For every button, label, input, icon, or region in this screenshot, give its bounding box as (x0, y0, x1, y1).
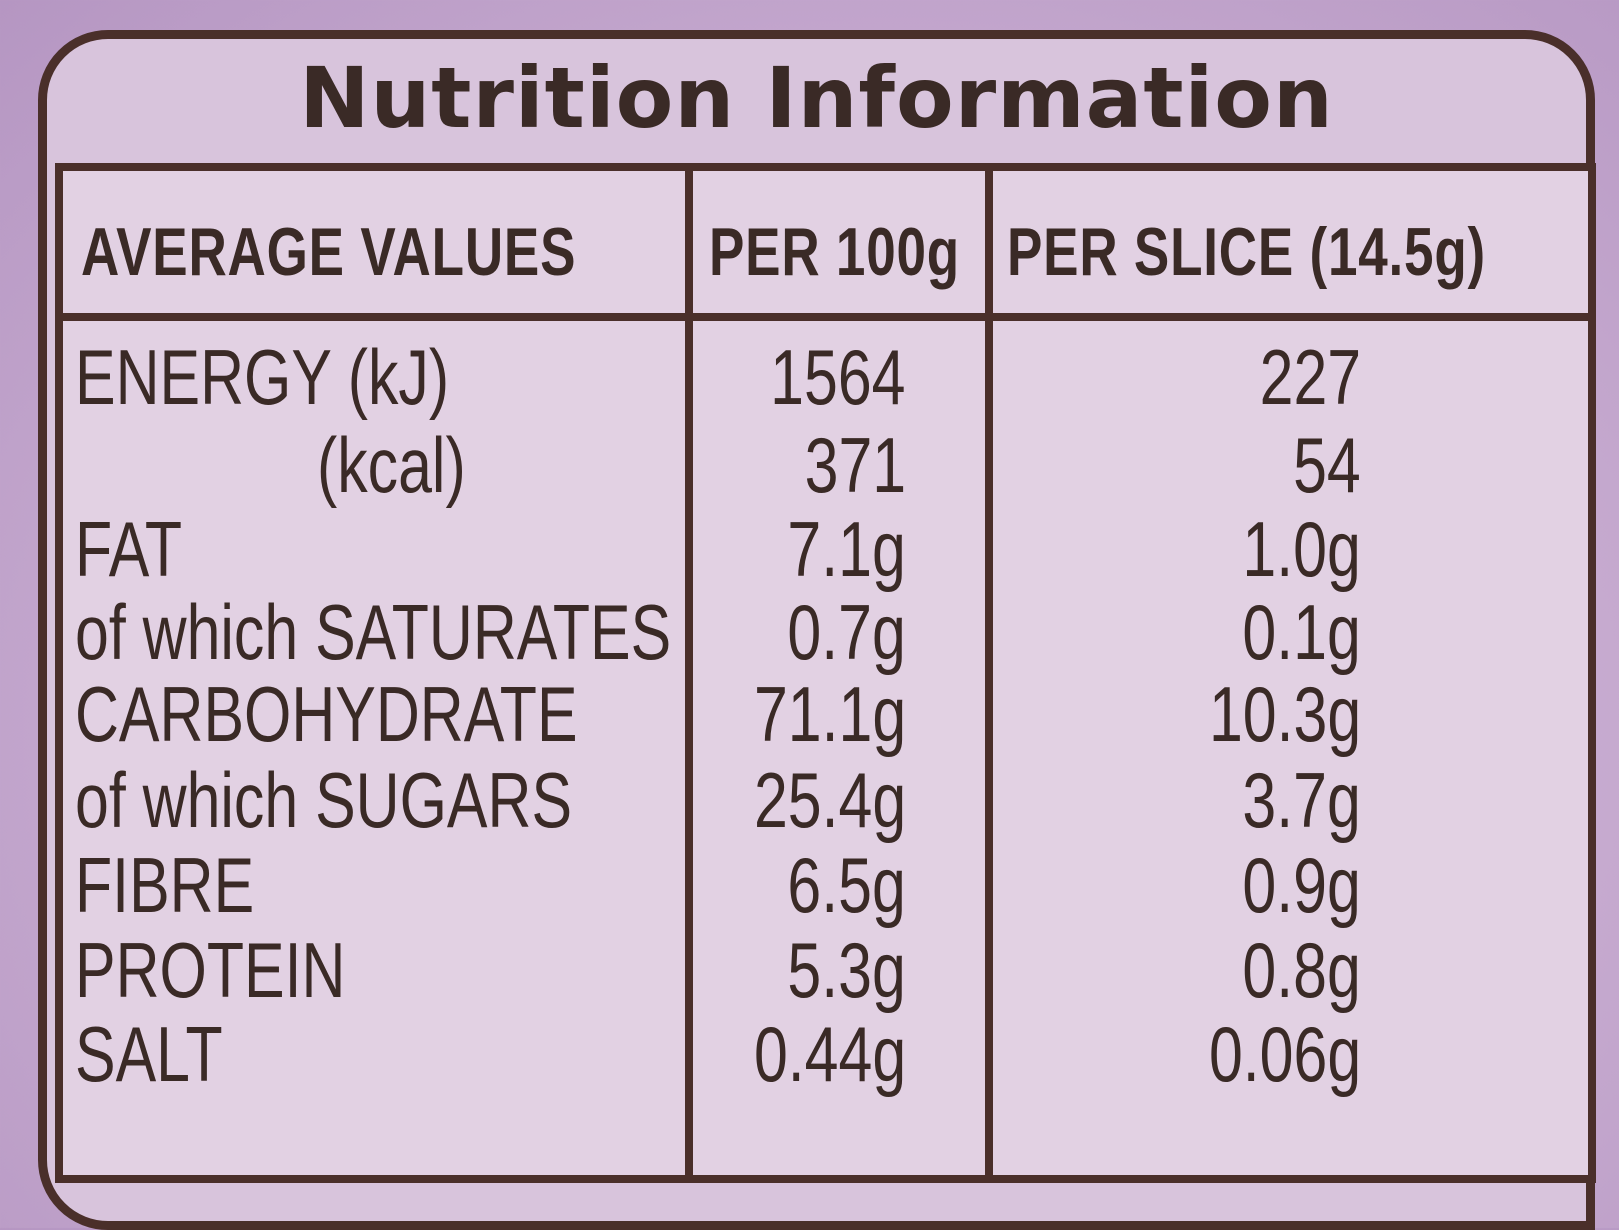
row-label: CARBOHYDRATE (75, 670, 578, 758)
body-cell-per-slice (985, 313, 1596, 1183)
row-per-slice: 1.0g (1242, 505, 1361, 593)
body-cell-labels (55, 313, 695, 1183)
row-per-100g: 0.7g (787, 588, 906, 676)
row-per-100g: 7.1g (787, 505, 906, 593)
row-label: FAT (75, 505, 183, 593)
row-per-slice: 0.1g (1242, 588, 1361, 676)
row-per-100g: 6.5g (787, 841, 906, 929)
row-per-slice: 227 (1259, 333, 1361, 421)
row-per-slice: 54 (1293, 421, 1361, 509)
header-cell-per-slice: PER SLICE (14.5g) (985, 163, 1596, 323)
header-per-100g: PER 100g (709, 214, 960, 290)
nutrition-table: AVERAGE VALUES PER 100g PER SLICE (14.5g… (55, 163, 1596, 1183)
header-cell-average-values: AVERAGE VALUES (55, 163, 695, 323)
body-cell-per-100g (685, 313, 995, 1183)
row-per-slice: 0.9g (1242, 841, 1361, 929)
row-per-100g: 25.4g (753, 756, 906, 844)
row-label: PROTEIN (75, 926, 346, 1014)
row-per-100g: 5.3g (787, 926, 906, 1014)
row-per-slice: 0.8g (1242, 926, 1361, 1014)
row-label: ENERGY (kJ) (75, 333, 450, 421)
row-per-100g: 1564 (770, 333, 906, 421)
row-label: (kcal) (317, 421, 466, 509)
row-per-slice: 3.7g (1242, 756, 1361, 844)
row-label: SALT (75, 1010, 223, 1098)
row-label: of which SUGARS (75, 756, 573, 844)
row-per-100g: 71.1g (753, 670, 906, 758)
header-cell-per-100g: PER 100g (685, 163, 995, 323)
row-per-100g: 371 (804, 421, 906, 509)
nutrition-panel: Nutrition Information AVERAGE VALUES PER… (38, 30, 1596, 1230)
nutrition-title: Nutrition Information (299, 49, 1334, 147)
row-label: of which SATURATES (75, 588, 672, 676)
header-per-slice: PER SLICE (14.5g) (1007, 214, 1486, 290)
header-average-values: AVERAGE VALUES (81, 214, 577, 290)
row-label: FIBRE (75, 841, 255, 929)
row-per-100g: 0.44g (753, 1010, 906, 1098)
row-per-slice: 10.3g (1208, 670, 1361, 758)
row-per-slice: 0.06g (1208, 1010, 1361, 1098)
